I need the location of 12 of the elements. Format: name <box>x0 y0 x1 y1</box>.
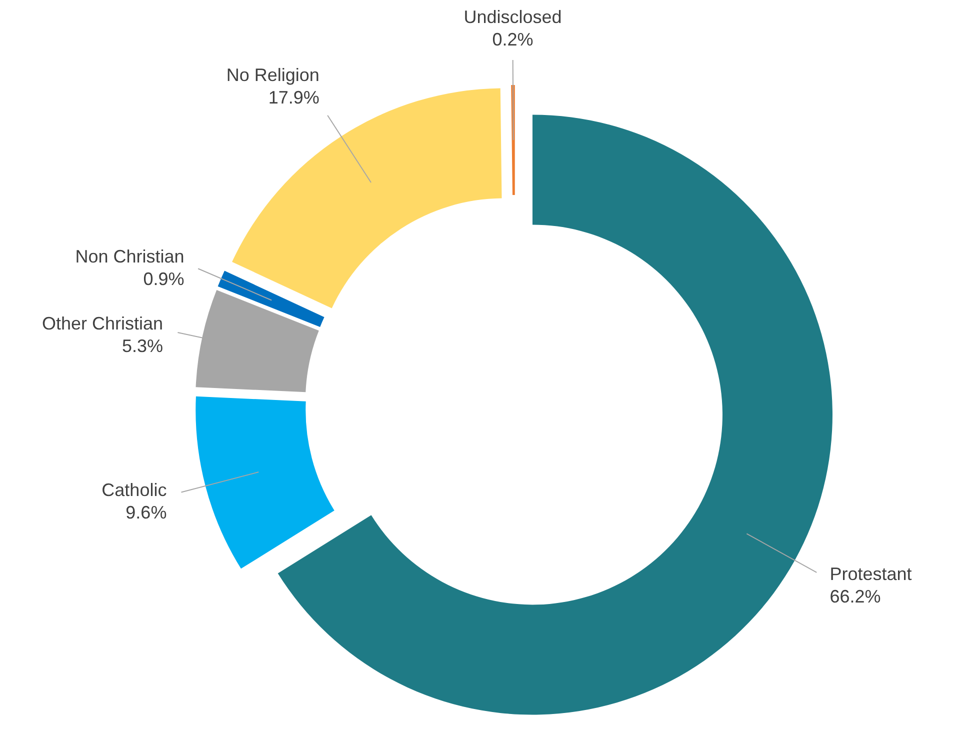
data-label: 17.9% <box>268 87 320 108</box>
slice-label: Catholic <box>102 480 167 500</box>
data-label: 0.2% <box>492 30 534 50</box>
slice-label: Other Christian <box>42 313 164 334</box>
slice-label: Protestant <box>830 564 912 584</box>
data-label: 66.2% <box>830 586 881 606</box>
data-label: 9.6% <box>126 502 167 523</box>
slice-label: No Religion <box>226 64 320 85</box>
slice-label: Undisclosed <box>464 7 562 28</box>
slice-label: Non Christian <box>75 246 184 267</box>
data-label: 0.9% <box>143 269 184 290</box>
data-label: 5.3% <box>122 336 164 356</box>
